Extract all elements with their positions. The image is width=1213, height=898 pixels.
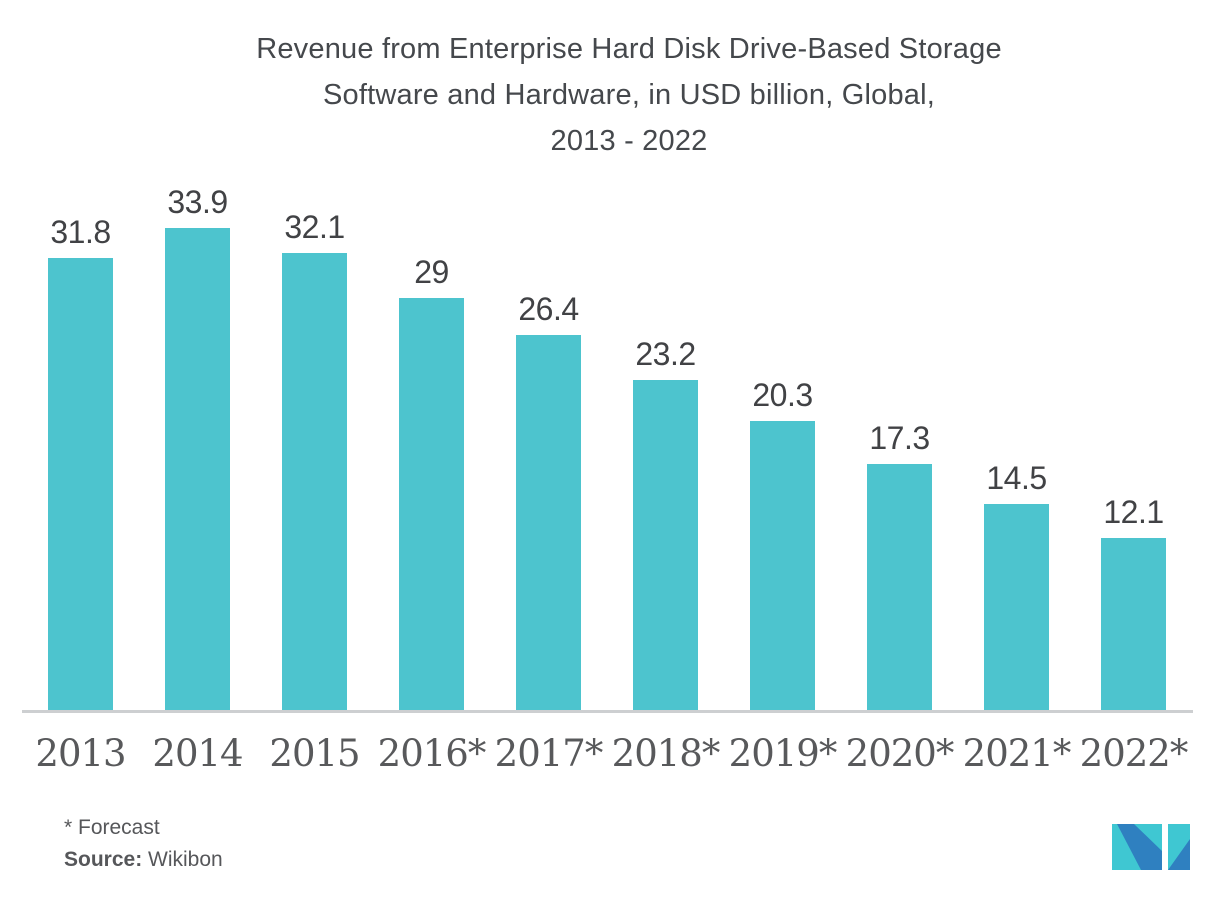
mordor-intelligence-logo — [1112, 824, 1190, 870]
bar-group: 12.1 — [1075, 168, 1192, 710]
bar — [48, 258, 113, 710]
bar — [633, 380, 698, 710]
bar — [165, 228, 230, 710]
x-axis-label: 2014 — [152, 732, 243, 775]
bar-value-label: 14.5 — [986, 460, 1047, 496]
bar-group: 31.8 — [22, 168, 139, 710]
x-axis-label: 2015 — [269, 732, 360, 775]
bar-value-label: 29 — [414, 254, 449, 290]
x-axis-line — [22, 710, 1193, 713]
plot-area: 31.8 33.9 32.1 29 26.4 23.2 20.3 17.3 14.5 12.1 — [22, 168, 1192, 710]
bar — [750, 421, 815, 710]
source-value: Wikibon — [148, 848, 223, 871]
bar-group: 17.3 — [841, 168, 958, 710]
bar — [516, 335, 581, 710]
forecast-note: * Forecast — [64, 816, 160, 839]
bar-group: 26.4 — [490, 168, 607, 710]
x-axis-label: 2016* — [377, 732, 487, 775]
bar-group: 20.3 — [724, 168, 841, 710]
x-axis-label: 2013 — [35, 732, 126, 775]
bar-value-label: 26.4 — [518, 291, 579, 327]
chart-title-line1: Revenue from Enterprise Hard Disk Drive-… — [256, 33, 1002, 65]
x-axis-label: 2020* — [845, 732, 955, 775]
chart-title-line3: 2013 - 2022 — [550, 125, 708, 157]
bar-group: 33.9 — [139, 168, 256, 710]
bar — [867, 464, 932, 710]
x-axis-label: 2022* — [1079, 732, 1189, 775]
bar-value-label: 33.9 — [167, 184, 228, 220]
chart-title: Revenue from Enterprise Hard Disk Drive-… — [45, 26, 1213, 164]
bar-group: 29 — [373, 168, 490, 710]
logo-left-diagonal — [1117, 824, 1162, 870]
bar-group: 23.2 — [607, 168, 724, 710]
bar-group: 32.1 — [256, 168, 373, 710]
x-axis-label: 2017* — [494, 732, 604, 775]
chart-title-line2: Software and Hardware, in USD billion, G… — [322, 79, 936, 111]
bar-value-label: 17.3 — [869, 420, 930, 456]
source-note: Source: Wikibon — [64, 844, 223, 876]
bar-group: 14.5 — [958, 168, 1075, 710]
logo-right-diagonal — [1168, 839, 1190, 870]
bar — [282, 253, 347, 710]
bar-value-label: 31.8 — [50, 214, 111, 250]
footnote-block: * Forecast Source: Wikibon — [64, 812, 223, 876]
bar-value-label: 32.1 — [284, 209, 345, 245]
x-axis-label: 2018* — [611, 732, 721, 775]
bar-value-label: 23.2 — [635, 336, 696, 372]
bar — [399, 298, 464, 710]
bar-value-label: 12.1 — [1103, 494, 1164, 530]
x-axis-label: 2021* — [962, 732, 1072, 775]
bar-value-label: 20.3 — [752, 377, 813, 413]
x-axis-label: 2019* — [728, 732, 838, 775]
bar — [984, 504, 1049, 710]
source-label: Source: — [64, 848, 143, 871]
x-axis-labels: 2013 2014 2015 2016* 2017* 2018* 2019* 2020* 202… — [22, 732, 1192, 775]
bar — [1101, 538, 1166, 710]
